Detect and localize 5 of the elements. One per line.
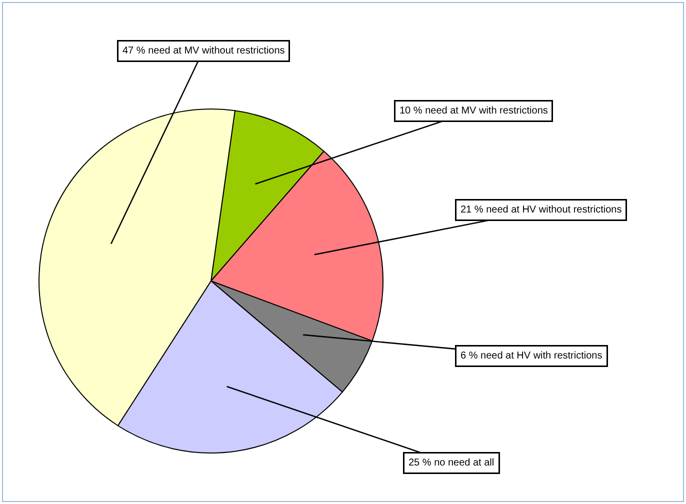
slice-label: 6 % need at HV with restrictions — [460, 350, 602, 362]
slice-label: 25 % no need at all — [408, 458, 494, 468]
slice-label: 10 % need at MV with restrictions — [400, 106, 548, 116]
slice-label: 47 % need at MV without restrictions — [122, 46, 285, 56]
slice-label: 21 % need at HV without restrictions — [460, 204, 622, 216]
